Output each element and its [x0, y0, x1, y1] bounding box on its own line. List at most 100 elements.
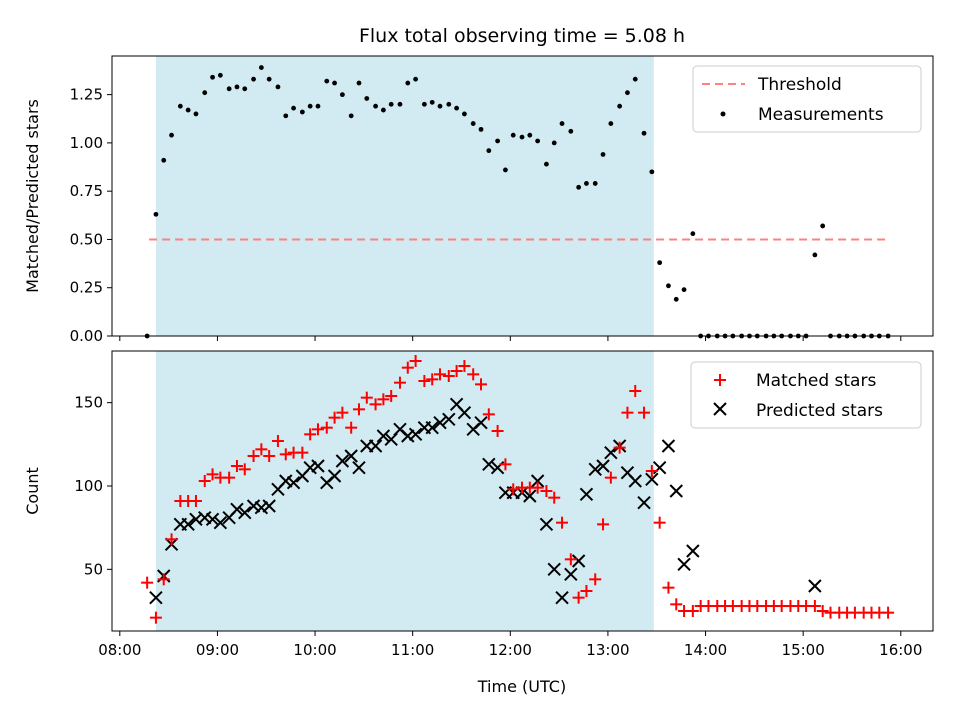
measurement-point	[657, 260, 663, 266]
legend-measurements-swatch	[720, 111, 726, 117]
legend-predicted-label: Predicted stars	[756, 401, 883, 421]
y-tick-label: 100	[74, 477, 103, 495]
predicted-star-point	[238, 505, 252, 520]
predicted-star-point	[213, 515, 228, 530]
predicted-star-point	[547, 562, 561, 577]
x-tick-label: 16:00	[879, 641, 922, 659]
predicted-star-point	[181, 517, 195, 532]
measurement-point	[625, 90, 630, 96]
matched-star-point	[369, 398, 382, 411]
measurement-point	[202, 90, 208, 96]
matched-star-point	[247, 450, 260, 462]
x-tick-label: 12:00	[489, 641, 532, 659]
predicted-star-point	[530, 474, 545, 488]
ratio-panel: 0.00 0.25 0.50 0.75 1.00 1.25 Matched/Predict…	[23, 55, 934, 345]
x-tick-label: 08:00	[98, 641, 141, 659]
predicted-star-point	[686, 544, 700, 558]
matched-star-point	[279, 448, 292, 461]
legend-threshold-label: Threshold	[757, 75, 842, 95]
predicted-star-point	[352, 460, 366, 475]
measurement-point	[413, 76, 419, 82]
measurement-point	[666, 283, 671, 289]
predicted-star-point	[588, 462, 602, 477]
predicted-star-point	[669, 484, 683, 498]
y-tick-label: 0.25	[70, 279, 103, 297]
matched-star-point	[653, 516, 666, 529]
measurement-point	[559, 121, 565, 126]
predicted-star-point	[198, 510, 212, 525]
matched-star-point	[475, 378, 488, 391]
measurement-point	[421, 101, 427, 107]
matched-star-point	[198, 475, 211, 487]
matched-star-point	[141, 576, 154, 589]
matched-star-point	[645, 465, 658, 477]
ratio-axes-frame	[111, 55, 934, 337]
measurement-point	[299, 109, 305, 115]
count-panel: 50 100 150 08:00 09:00 10:00 11:00 12:00 13:00 1…	[23, 350, 934, 696]
measurement-point	[527, 132, 533, 138]
matched-star-point	[564, 553, 577, 566]
ratio-y-ticks: 0.00 0.25 0.50 0.75 1.00 1.25	[70, 86, 112, 345]
matched-star-point	[686, 605, 699, 617]
matched-star-point	[572, 591, 585, 604]
measurement-point	[258, 65, 264, 70]
matched-star-point	[426, 373, 439, 386]
matched-star-point	[548, 491, 561, 504]
predicted-star-point	[286, 475, 301, 490]
count-y-axis-label: Count	[23, 467, 42, 515]
matched-star-point	[385, 390, 398, 402]
matched-star-point	[540, 485, 553, 497]
matched-star-point	[604, 471, 617, 484]
count-y-ticks: 50 100 150	[74, 394, 112, 578]
matched-star-point	[450, 365, 463, 377]
count-axes-frame	[111, 350, 934, 632]
measurement-point	[470, 121, 476, 126]
predicted-star-point	[596, 459, 610, 473]
ratio-y-axis-label: Matched/Predicted stars	[23, 99, 42, 293]
measurement-point	[315, 103, 321, 109]
measurement-point	[820, 223, 826, 229]
count-x-ticks: 08:00 09:00 10:00 11:00 12:00 13:00 14:00 15:00…	[98, 631, 922, 659]
predicted-star-point	[230, 502, 244, 517]
measurement-point	[153, 211, 159, 217]
matched-star-point	[531, 481, 544, 494]
matched-star-point	[296, 446, 309, 459]
matched-star-points	[141, 355, 895, 624]
predicted-star-point	[571, 554, 586, 568]
measurement-point	[177, 103, 183, 109]
measurement-point	[291, 105, 296, 111]
measurement-point	[251, 76, 256, 82]
x-tick-label: 10:00	[293, 641, 336, 659]
measurement-point	[535, 138, 541, 144]
count-legend-box	[690, 361, 922, 429]
predicted-star-point	[628, 474, 642, 488]
measurement-point	[283, 113, 289, 119]
measurement-point	[632, 76, 638, 82]
matched-star-point	[482, 408, 495, 421]
matched-star-point	[638, 406, 651, 419]
measurement-point	[193, 111, 199, 117]
measurement-point	[617, 103, 623, 109]
measurement-point	[568, 128, 574, 134]
matched-star-point	[189, 495, 202, 507]
predicted-star-point	[327, 469, 342, 483]
measurement-point	[429, 99, 435, 105]
predicted-star-point	[808, 579, 822, 593]
predicted-star-point	[368, 439, 383, 453]
matched-star-point	[808, 600, 821, 612]
matched-star-point	[206, 468, 219, 481]
predicted-star-point	[564, 567, 578, 582]
measurement-point	[161, 157, 167, 163]
matched-star-point	[670, 598, 683, 611]
legend-predicted-swatch	[713, 402, 727, 416]
matched-star-point	[401, 361, 414, 374]
predicted-star-point	[433, 415, 447, 430]
matched-star-point	[467, 368, 480, 381]
matched-star-point	[597, 518, 610, 531]
matched-star-point	[157, 573, 170, 586]
predicted-star-point	[262, 499, 276, 513]
measurement-point	[486, 148, 492, 154]
predicted-star-point	[579, 487, 594, 502]
measurement-point	[495, 138, 501, 144]
predicted-star-point	[376, 429, 391, 443]
